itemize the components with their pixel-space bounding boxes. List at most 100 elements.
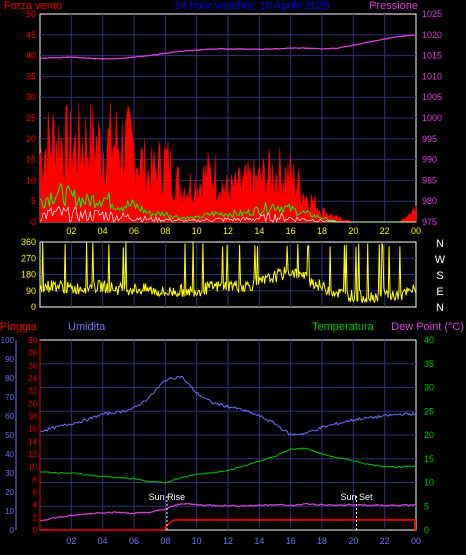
rain-y-tick: 22	[28, 387, 37, 396]
climate-grid	[40, 340, 416, 530]
rain-y-tick: 10	[28, 463, 37, 472]
rain-y-tick: 26	[28, 361, 37, 370]
wind-y-ticks: 0 5 10 15 20 25 30 35 40 45 50	[26, 9, 36, 227]
pressure-y-tick: 1025	[422, 9, 442, 19]
temperature-series	[39, 447, 417, 484]
wind-x-tick: 18	[317, 226, 327, 236]
wind-x-tick: 14	[254, 226, 264, 236]
wind-x-tick: 08	[160, 226, 170, 236]
climate-x-tick: 08	[160, 536, 170, 546]
pressure-y-tick: 1000	[422, 113, 442, 123]
pressure-y-tick: 1005	[422, 92, 442, 102]
pressure-y-tick: 1010	[422, 71, 442, 81]
compass-label: E	[436, 286, 443, 298]
temperature-y-tick: 5	[424, 501, 429, 511]
temperature-axis-title: Temperatura	[312, 321, 375, 333]
wind-axis-title: Forza vento	[4, 0, 62, 12]
direction-y-tick: 0	[31, 302, 36, 312]
temperature-y-tick: 40	[424, 335, 434, 345]
humidity-y-tick: 90	[5, 355, 14, 364]
sun-annotations: Sun Rise Sun Set	[149, 492, 373, 530]
wind-x-tick: 22	[380, 226, 390, 236]
humidity-y-tick: 0	[10, 526, 15, 535]
pressure-y-tick: 980	[422, 196, 437, 206]
humidity-y-tick: 10	[5, 507, 14, 516]
temperature-y-tick: 10	[424, 478, 434, 488]
temperature-y-tick: 0	[424, 525, 429, 535]
pressure-axis-title: Pressione	[369, 0, 418, 12]
compass-label: N	[436, 302, 444, 314]
climate-x-tick: 02	[66, 536, 76, 546]
pressure-y-tick: 985	[422, 175, 437, 185]
wind-x-tick: 10	[192, 226, 202, 236]
climate-x-tick: 04	[98, 536, 108, 546]
rain-y-tick: 14	[28, 437, 37, 446]
pressure-y-tick: 1020	[422, 30, 442, 40]
direction-y-ticks: 0 90 180 270 360	[21, 237, 36, 312]
rain-y-tick: 12	[28, 450, 37, 459]
wind-y-tick: 40	[26, 51, 36, 61]
direction-y-tick: 270	[21, 253, 36, 263]
wind-x-tick: 02	[66, 226, 76, 236]
sun-set-label: Sun Set	[340, 492, 373, 502]
rain-y-tick: 0	[33, 526, 38, 535]
humidity-y-tick: 40	[5, 450, 14, 459]
wind-y-tick: 30	[26, 92, 36, 102]
wind-x-tick: 16	[286, 226, 296, 236]
dewpoint-axis-title: Dew Point (°C)	[391, 321, 464, 333]
climate-x-tick: 22	[380, 536, 390, 546]
chart-title: 24 hour weather, 10 Aprile 2025	[174, 0, 329, 12]
humidity-axis-title: Umidita	[68, 321, 106, 333]
rain-y-tick: 24	[28, 374, 37, 383]
direction-y-tick: 90	[26, 286, 36, 296]
wind-y-tick: 35	[26, 71, 36, 81]
climate-x-ticks: 02 04 06 08 10 12 14 16 18 20 22 00	[66, 536, 421, 546]
direction-y-tick: 180	[21, 270, 36, 280]
direction-y-tick: 360	[21, 237, 36, 247]
pressure-y-tick: 975	[422, 217, 437, 227]
humidity-y-tick: 60	[5, 412, 14, 421]
rain-series	[40, 519, 416, 531]
temperature-y-tick: 15	[424, 454, 434, 464]
rain-humidity-temp-panel: 0102030405060708090100024681012141618202…	[0, 321, 464, 546]
humidity-y-tick: 100	[1, 336, 15, 345]
temperature-y-tick: 25	[424, 406, 434, 416]
wind-x-tick: 06	[129, 226, 139, 236]
wind-x-tick: 20	[348, 226, 358, 236]
dewpoint-series	[39, 502, 417, 522]
pressure-y-tick: 990	[422, 155, 437, 165]
rain-y-tick: 6	[33, 488, 38, 497]
temperature-y-tick: 35	[424, 359, 434, 369]
wind-y-tick: 25	[26, 113, 36, 123]
pressure-y-tick: 995	[422, 134, 437, 144]
climate-x-tick: 06	[129, 536, 139, 546]
wind-y-tick: 15	[26, 155, 36, 165]
rain-y-tick: 30	[28, 336, 37, 345]
compass-label: S	[436, 270, 443, 282]
humidity-y-tick: 70	[5, 393, 14, 402]
climate-x-tick: 10	[192, 536, 202, 546]
climate-x-tick: 00	[411, 536, 421, 546]
humidity-y-tick: 50	[5, 431, 14, 440]
wind-x-tick: 00	[411, 226, 421, 236]
pressure-y-tick: 1015	[422, 51, 442, 61]
wind-y-tick: 5	[31, 196, 36, 206]
wind-x-ticks: 02 04 06 08 10 12 14 16 18 20 22 00	[66, 226, 421, 236]
climate-series	[39, 375, 417, 531]
climate-x-tick: 20	[348, 536, 358, 546]
wind-y-tick: 0	[31, 217, 36, 227]
rain-y-tick: 28	[28, 349, 37, 358]
sun-rise-label: Sun Rise	[149, 492, 186, 502]
climate-x-tick: 16	[286, 536, 296, 546]
wind-x-tick: 04	[98, 226, 108, 236]
climate-x-tick: 14	[254, 536, 264, 546]
climate-x-tick: 12	[223, 536, 233, 546]
temperature-y-tick: 30	[424, 383, 434, 393]
wind-pressure-grid	[40, 14, 416, 222]
wind-y-tick: 20	[26, 134, 36, 144]
humidity-series	[39, 375, 417, 437]
temperature-y-tick: 20	[424, 430, 434, 440]
